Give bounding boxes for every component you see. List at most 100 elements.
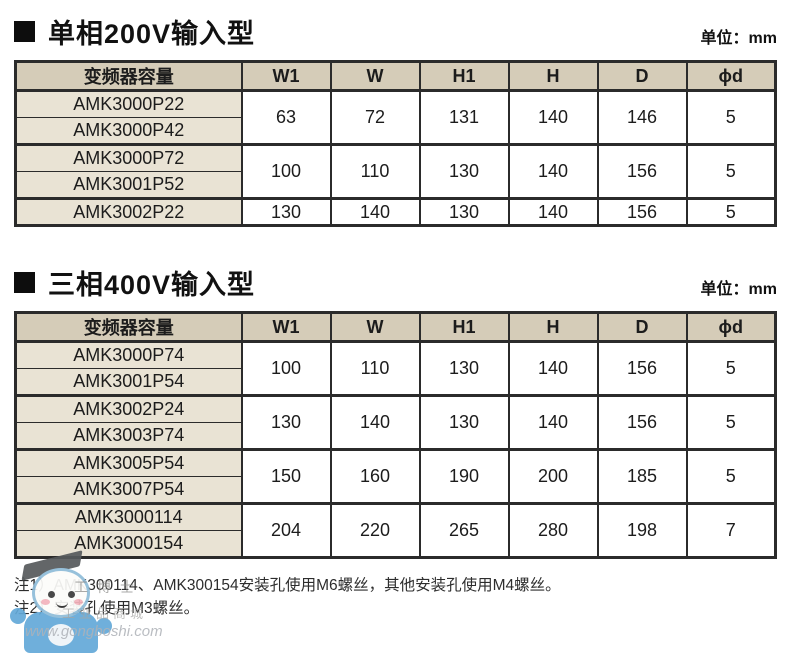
value-cell: 156 <box>596 144 688 200</box>
value-cell: 140 <box>507 90 599 146</box>
value-cell: 110 <box>329 144 421 200</box>
column-header: 变频器容量 <box>14 60 243 92</box>
table-row: AMK3007P54 <box>14 476 776 505</box>
table-row: AMK3000154 <box>14 530 776 559</box>
value-cell: 5 <box>685 341 777 397</box>
value-cell: 198 <box>596 503 688 559</box>
table-row: AMK3000P74 100 110 130 140 156 5 <box>14 341 777 397</box>
table-row: AMK3002P24 130 140 130 140 156 5 <box>14 395 777 451</box>
value-cell: 200 <box>507 449 599 505</box>
black-square-bullet-icon <box>14 21 35 42</box>
column-header: W <box>329 311 421 343</box>
model-cell: AMK3003P74 <box>14 422 243 451</box>
value-cell: 265 <box>418 503 510 559</box>
column-header: ϕd <box>685 60 777 92</box>
model-cell: AMK3002P24 <box>14 395 243 423</box>
value-cell: 160 <box>329 449 421 505</box>
model-cell: AMK3002P22 <box>14 198 243 227</box>
unit-label: 单位：mm <box>700 281 777 298</box>
value-cell: 204 <box>240 503 332 559</box>
value-cell: 146 <box>596 90 688 146</box>
table-row: AMK3001P54 <box>14 368 776 397</box>
value-cell: 130 <box>418 144 510 200</box>
value-cell: 131 <box>418 90 510 146</box>
column-header: ϕd <box>685 311 777 343</box>
section-title: 单相200V输入型 <box>14 12 255 51</box>
model-cell: AMK3007P54 <box>14 476 243 505</box>
watermark-text-url: www.gongboshi.com <box>25 623 163 640</box>
column-header: W <box>329 60 421 92</box>
column-header: 变频器容量 <box>14 311 243 343</box>
section-header: 三相400V输入型 单位：mm <box>14 263 777 302</box>
table-row: AMK3000P42 <box>14 117 776 146</box>
value-cell: 7 <box>685 503 777 559</box>
value-cell: 130 <box>418 395 510 451</box>
model-cell: AMK3000P72 <box>14 144 243 172</box>
table-row: AMK3000P22 63 72 131 140 146 5 <box>14 90 777 146</box>
value-cell: 140 <box>507 198 599 227</box>
table-row: AMK3003P74 <box>14 422 776 451</box>
model-cell: AMK3005P54 <box>14 449 243 477</box>
model-cell: AMK3001P54 <box>14 368 243 397</box>
black-square-bullet-icon <box>14 272 35 293</box>
value-cell: 156 <box>596 341 688 397</box>
table-row: AMK3000114 204 220 265 280 198 7 <box>14 503 777 559</box>
unit-label: 单位：mm <box>700 30 777 47</box>
value-cell: 140 <box>329 198 421 227</box>
value-cell: 130 <box>240 198 332 227</box>
value-cell: 5 <box>685 90 777 146</box>
value-cell: 190 <box>418 449 510 505</box>
section-header: 单相200V输入型 单位：mm <box>14 12 777 51</box>
value-cell: 130 <box>418 341 510 397</box>
value-cell: 140 <box>507 395 599 451</box>
model-cell: AMK3000P74 <box>14 341 243 369</box>
value-cell: 72 <box>329 90 421 146</box>
value-cell: 100 <box>240 144 332 200</box>
value-cell: 280 <box>507 503 599 559</box>
value-cell: 140 <box>507 144 599 200</box>
model-cell: AMK3000114 <box>14 503 243 531</box>
model-cell: AMK3000154 <box>14 530 243 559</box>
model-cell: AMK3000P22 <box>14 90 243 118</box>
table-row: AMK3000P72 100 110 130 140 156 5 <box>14 144 777 200</box>
value-cell: 130 <box>418 198 510 227</box>
table-row: AMK3005P54 150 160 190 200 185 5 <box>14 449 777 505</box>
column-header: H1 <box>418 60 510 92</box>
footnote-2: 注2）安装孔使用M3螺丝。 <box>14 600 200 617</box>
value-cell: 130 <box>240 395 332 451</box>
column-header: H1 <box>418 311 510 343</box>
value-cell: 100 <box>240 341 332 397</box>
column-header: H <box>507 311 599 343</box>
value-cell: 140 <box>329 395 421 451</box>
value-cell: 156 <box>596 198 688 227</box>
value-cell: 5 <box>685 395 777 451</box>
column-header: W1 <box>240 60 332 92</box>
column-header: D <box>596 311 688 343</box>
value-cell: 185 <box>596 449 688 505</box>
value-cell: 5 <box>685 449 777 505</box>
value-cell: 156 <box>596 395 688 451</box>
column-header: H <box>507 60 599 92</box>
model-cell: AMK3001P52 <box>14 171 243 200</box>
footnotes: 注1）AMK300114、AMK300154安装孔使用M6螺丝，其他安装孔使用M… <box>14 574 777 620</box>
value-cell: 220 <box>329 503 421 559</box>
section-title: 三相400V输入型 <box>14 263 255 302</box>
table-row: AMK3002P22 130 140 130 140 156 5 <box>14 198 777 227</box>
section-title-text: 单相200V输入型 <box>48 19 256 49</box>
table-row: AMK3001P52 <box>14 171 776 200</box>
value-cell: 110 <box>329 341 421 397</box>
column-header: D <box>596 60 688 92</box>
value-cell: 150 <box>240 449 332 505</box>
section-title-text: 三相400V输入型 <box>48 270 256 300</box>
column-header: W1 <box>240 311 332 343</box>
model-cell: AMK3000P42 <box>14 117 243 146</box>
footnote-1: 注1）AMK300114、AMK300154安装孔使用M6螺丝，其他安装孔使用M… <box>14 577 561 594</box>
value-cell: 5 <box>685 144 777 200</box>
value-cell: 63 <box>240 90 332 146</box>
